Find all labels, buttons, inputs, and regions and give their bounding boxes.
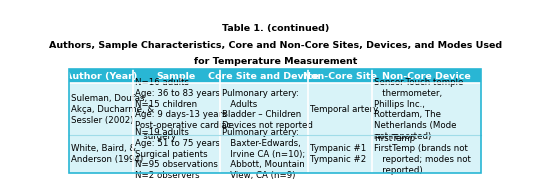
Bar: [308, 83, 372, 135]
Text: Author (Year): Author (Year): [65, 72, 137, 81]
Bar: [69, 69, 481, 173]
Bar: [308, 69, 372, 83]
Text: Table 1. (continued): Table 1. (continued): [222, 24, 329, 33]
Text: for Temperature Measurement: for Temperature Measurement: [193, 57, 357, 66]
Text: FirstTemp
FirstTemp (brands not
   reported; modes not
   reported): FirstTemp FirstTemp (brands not reported…: [374, 133, 471, 175]
Text: Pulmonary artery:
   Baxter-Edwards,
   Irvine CA (n=10);
   Abbott, Mountain
  : Pulmonary artery: Baxter-Edwards, Irvine…: [222, 128, 305, 180]
Text: Sensor-Touch temple
   thermometer,
Phillips Inc.,
Rotterdam, The
Netherlands (M: Sensor-Touch temple thermometer, Phillip…: [374, 78, 463, 141]
Text: Tympanic #1
Tympanic #2: Tympanic #1 Tympanic #2: [310, 144, 367, 164]
Bar: [372, 83, 481, 135]
Text: N=16 adults
Age: 36 to 83 years
N=15 children
Age: 9 days-13 years
Post-operativ: N=16 adults Age: 36 to 83 years N=15 chi…: [135, 78, 231, 141]
Bar: [372, 69, 481, 83]
Text: Non-Core Device: Non-Core Device: [382, 72, 471, 81]
Bar: [133, 135, 220, 173]
Bar: [372, 135, 481, 173]
Bar: [133, 83, 220, 135]
Text: Non-Core Site: Non-Core Site: [303, 72, 377, 81]
Text: Suleman, Doufas,
Akça, Ducharme, &
Sessler (2002): Suleman, Doufas, Akça, Ducharme, & Sessl…: [71, 94, 154, 125]
Text: Pulmonary artery:
   Adults
Bladder – Children
Devices not reported: Pulmonary artery: Adults Bladder – Child…: [222, 89, 313, 130]
Bar: [69, 69, 133, 83]
Text: N=19 adults
Age: 51 to 75 years
Surgical patients
N=95 observations
N=2 observer: N=19 adults Age: 51 to 75 years Surgical…: [135, 128, 220, 180]
Text: Core Site and Device: Core Site and Device: [208, 72, 320, 81]
Text: Authors, Sample Characteristics, Core and Non-Core Sites, Devices, and Modes Use: Authors, Sample Characteristics, Core an…: [49, 41, 502, 50]
Bar: [308, 135, 372, 173]
Bar: [69, 135, 133, 173]
Text: White, Baird, &
Anderson (1994): White, Baird, & Anderson (1994): [71, 144, 143, 164]
Bar: [220, 135, 308, 173]
Bar: [220, 69, 308, 83]
Bar: [133, 69, 220, 83]
Bar: [220, 83, 308, 135]
Text: Sample: Sample: [157, 72, 196, 81]
Bar: [69, 83, 133, 135]
Text: Temporal artery: Temporal artery: [310, 105, 379, 114]
